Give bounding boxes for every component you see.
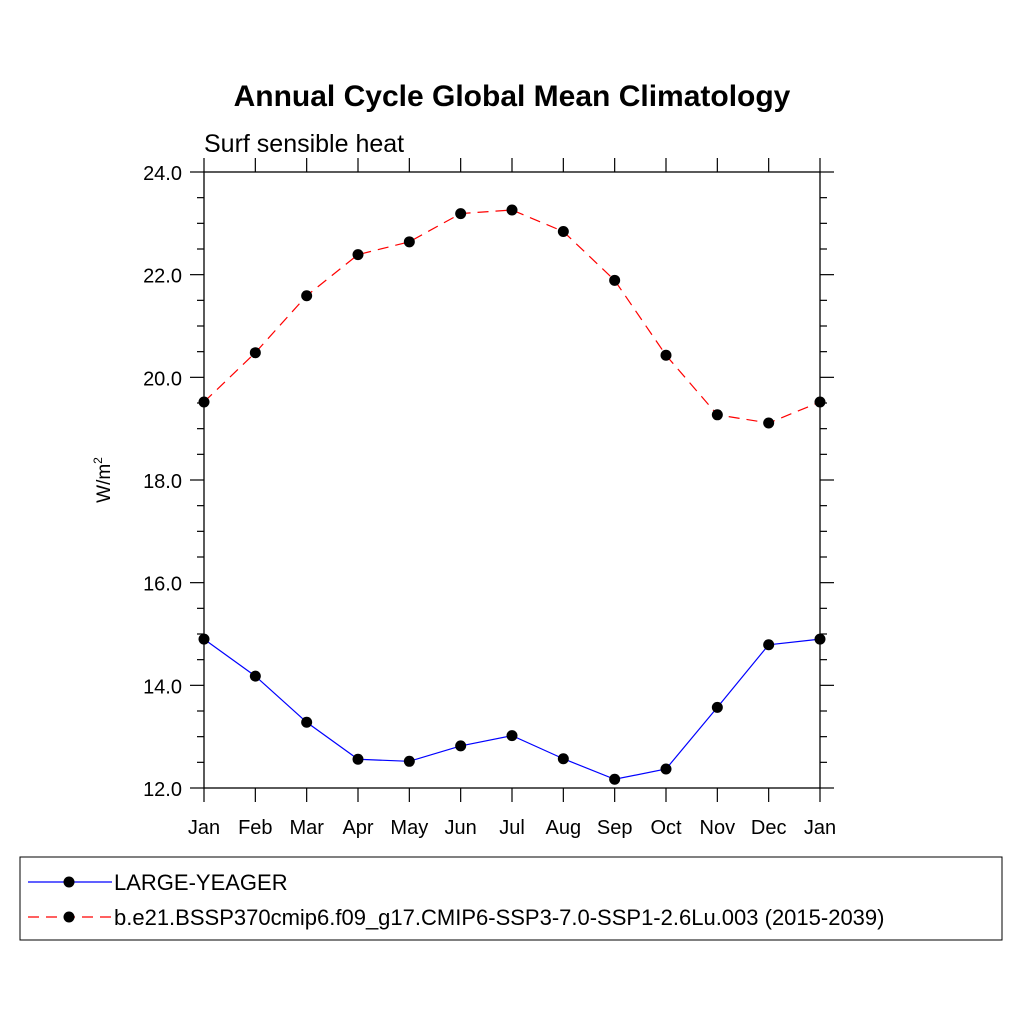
legend-label-large-yeager: LARGE-YEAGER — [114, 870, 288, 895]
data-point-series-1 — [763, 417, 775, 429]
data-point-series-1 — [301, 290, 313, 302]
x-tick-label: Mar — [289, 817, 324, 839]
y-axis-label: W/m2 — [91, 457, 115, 503]
data-point-series-1 — [403, 236, 415, 248]
y-tick-label: 12.0 — [143, 779, 182, 801]
x-tick-label: Oct — [650, 817, 682, 839]
data-point-series-0 — [557, 753, 569, 765]
data-point-series-1 — [557, 226, 569, 238]
x-tick-label: Jan — [804, 817, 836, 839]
data-point-series-1 — [455, 208, 467, 220]
x-tick-label: Jul — [499, 817, 525, 839]
legend-marker-large-yeager — [63, 876, 75, 888]
data-point-series-1 — [660, 349, 672, 361]
legend-label-ssp370: b.e21.BSSP370cmip6.f09_g17.CMIP6-SSP3-7.… — [114, 905, 884, 930]
x-tick-label: Nov — [700, 817, 736, 839]
series-line-1 — [203, 209, 821, 424]
data-point-series-0 — [352, 753, 364, 765]
data-point-series-1 — [198, 396, 210, 408]
y-tick-label: 24.0 — [143, 163, 182, 185]
y-tick-label: 16.0 — [143, 574, 182, 596]
series-layer — [198, 204, 826, 785]
x-tick-label: Jan — [188, 817, 220, 839]
data-point-series-1 — [711, 409, 723, 421]
y-tick-label: 20.0 — [143, 368, 182, 390]
chart-title: Annual Cycle Global Mean Climatology — [234, 80, 791, 113]
data-point-series-1 — [506, 204, 518, 216]
data-point-series-0 — [506, 730, 518, 742]
x-tick-label: Aug — [546, 817, 582, 839]
data-point-series-0 — [455, 740, 467, 752]
data-point-series-1 — [609, 274, 621, 286]
y-tick-label: 14.0 — [143, 676, 182, 698]
data-point-series-1 — [352, 249, 364, 261]
x-tick-label: Dec — [751, 817, 787, 839]
data-point-series-1 — [249, 347, 261, 359]
data-point-series-0 — [301, 716, 313, 728]
x-tick-label: Sep — [597, 817, 633, 839]
chart-subtitle: Surf sensible heat — [204, 130, 404, 158]
data-point-series-0 — [609, 773, 621, 785]
data-point-series-0 — [763, 639, 775, 651]
y-axis-label-superscript: 2 — [91, 457, 105, 464]
axes: Jan Feb Mar Apr May Jun Jul Aug Sep Oct Nov Dec Jan 1… — [143, 158, 836, 839]
x-tick-label: Jun — [445, 817, 477, 839]
data-point-series-0 — [814, 633, 826, 645]
x-tick-label: Feb — [238, 817, 272, 839]
y-axis-label-group: W/m2 — [91, 457, 115, 503]
x-tick-label: Apr — [342, 817, 373, 839]
data-point-series-0 — [198, 633, 210, 645]
y-tick-label: 22.0 — [143, 266, 182, 288]
legend: LARGE-YEAGER b.e21.BSSP370cmip6.f09_g17.… — [19, 856, 1003, 941]
y-tick-label: 18.0 — [143, 471, 182, 493]
data-point-series-1 — [814, 396, 826, 408]
data-point-series-0 — [249, 670, 261, 682]
legend-marker-ssp370 — [63, 911, 75, 923]
data-point-series-0 — [711, 701, 723, 713]
legend-box — [19, 856, 1003, 941]
series-line-0 — [203, 638, 821, 780]
data-point-series-0 — [403, 755, 415, 767]
x-tick-label: May — [390, 817, 428, 839]
data-point-series-0 — [660, 763, 672, 775]
y-axis-label-main: W/m — [94, 464, 115, 503]
